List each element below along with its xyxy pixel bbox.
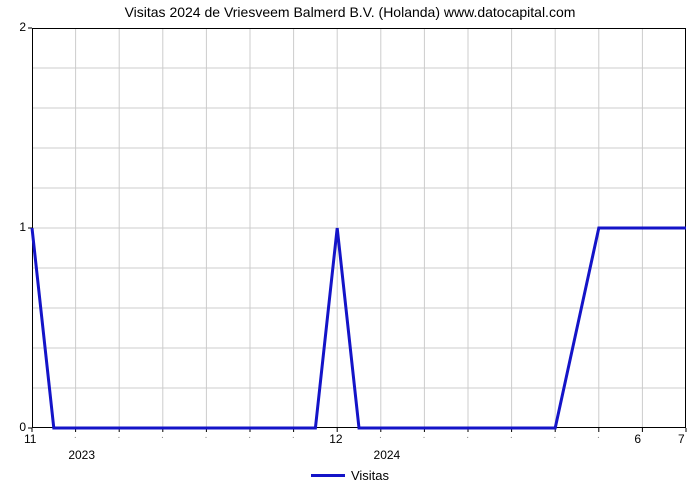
- y-tick-label: 2: [19, 20, 26, 34]
- chart-container: Visitas 2024 de Vriesveem Balmerd B.V. (…: [0, 0, 700, 500]
- legend-label: Visitas: [351, 468, 389, 483]
- plot-area: [32, 28, 686, 428]
- x-minor-tick: ·: [204, 432, 207, 443]
- x-year-label: 2023: [68, 448, 95, 462]
- x-minor-tick: ·: [161, 432, 164, 443]
- x-minor-tick: ·: [117, 432, 120, 443]
- x-minor-tick: ·: [248, 432, 251, 443]
- y-tick-label: 1: [19, 220, 26, 234]
- x-year-label: 2024: [374, 448, 401, 462]
- x-minor-tick: ·: [597, 432, 600, 443]
- x-tick-label: 7: [678, 432, 685, 446]
- legend-swatch: [311, 474, 345, 477]
- x-minor-tick: ·: [74, 432, 77, 443]
- x-tick-label: 11: [24, 432, 36, 446]
- x-minor-tick: ·: [379, 432, 382, 443]
- x-tick-label: 12: [329, 432, 342, 446]
- x-minor-tick: ·: [553, 432, 556, 443]
- x-minor-tick: ·: [292, 432, 295, 443]
- chart-title: Visitas 2024 de Vriesveem Balmerd B.V. (…: [0, 4, 700, 20]
- legend: Visitas: [0, 468, 700, 483]
- x-minor-tick: ·: [466, 432, 469, 443]
- x-minor-tick: ·: [510, 432, 513, 443]
- chart-svg: [32, 28, 686, 428]
- x-minor-tick: ·: [422, 432, 425, 443]
- x-tick-label: 6: [634, 432, 641, 446]
